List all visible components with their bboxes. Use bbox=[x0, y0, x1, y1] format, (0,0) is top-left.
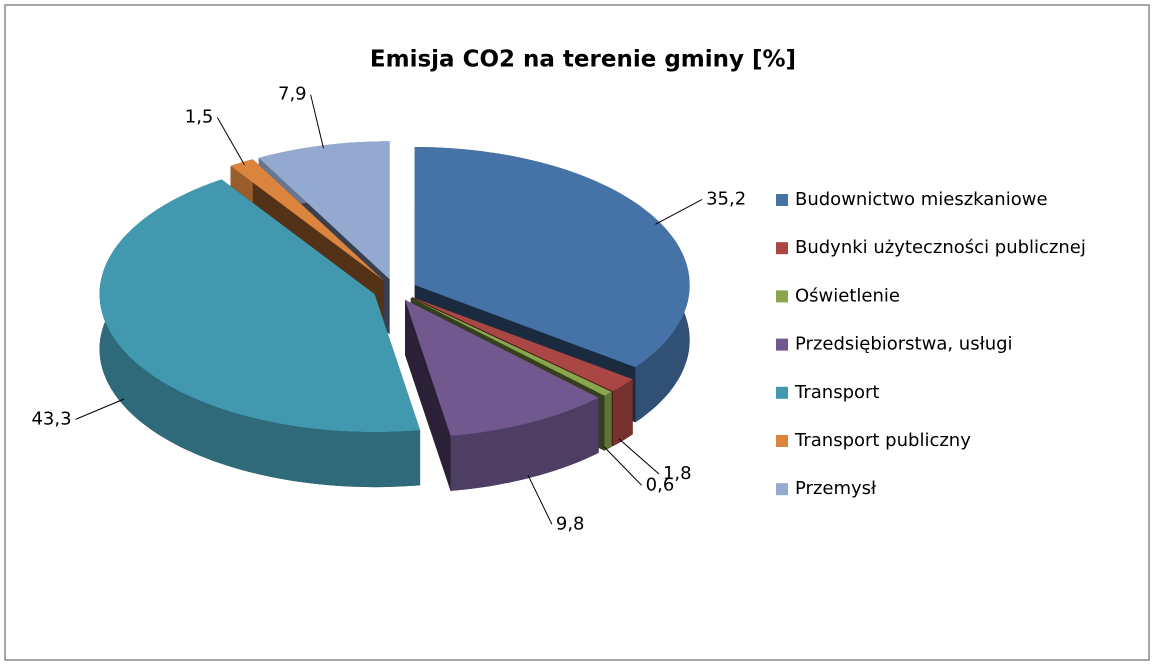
slice-side bbox=[450, 397, 599, 491]
legend-label: Transport publiczny bbox=[794, 430, 971, 451]
legend-swatch bbox=[776, 338, 788, 351]
data-label: 1,5 bbox=[185, 106, 214, 127]
slice bbox=[405, 299, 599, 436]
data-label: 0,6 bbox=[646, 474, 675, 495]
leader-line bbox=[310, 94, 324, 149]
legend-label: Budownictwo mieszkaniowe bbox=[795, 189, 1048, 210]
leader-line bbox=[655, 199, 703, 225]
leader-line bbox=[603, 446, 643, 486]
legend-label: Przedsiębiorstwa, usługi bbox=[795, 334, 1013, 355]
legend-label: Przemysł bbox=[795, 478, 877, 499]
data-label: 9,8 bbox=[556, 513, 585, 534]
slice-side bbox=[604, 391, 612, 451]
legend-swatch bbox=[776, 194, 788, 206]
chart-title: Emisja CO2 na terenie gminy [%] bbox=[370, 47, 796, 73]
data-label: 43,3 bbox=[31, 408, 71, 429]
slice bbox=[411, 297, 633, 392]
legend-label: Oświetlenie bbox=[795, 285, 900, 306]
legend-label: Budynki użyteczności publicznej bbox=[795, 237, 1086, 258]
slice-wall bbox=[405, 299, 451, 491]
slice bbox=[99, 179, 421, 433]
legend-swatch bbox=[776, 242, 788, 255]
legend-swatch bbox=[776, 386, 788, 399]
leader-line bbox=[527, 474, 553, 525]
data-label: 7,9 bbox=[278, 84, 307, 105]
slice-side bbox=[612, 379, 633, 447]
legend-swatch bbox=[776, 435, 788, 447]
slice bbox=[414, 147, 690, 368]
data-label: 35,2 bbox=[706, 188, 746, 209]
leader-line bbox=[618, 438, 660, 475]
data-label: 1,8 bbox=[663, 463, 692, 484]
legend-swatch bbox=[776, 483, 788, 496]
leader-line bbox=[216, 117, 245, 166]
legend-label: Transport bbox=[794, 382, 879, 403]
legend-swatch bbox=[776, 290, 788, 303]
leader-line bbox=[75, 398, 125, 420]
slice-side bbox=[99, 179, 421, 488]
slice bbox=[258, 141, 390, 280]
slice bbox=[410, 297, 612, 396]
slice bbox=[230, 159, 384, 281]
